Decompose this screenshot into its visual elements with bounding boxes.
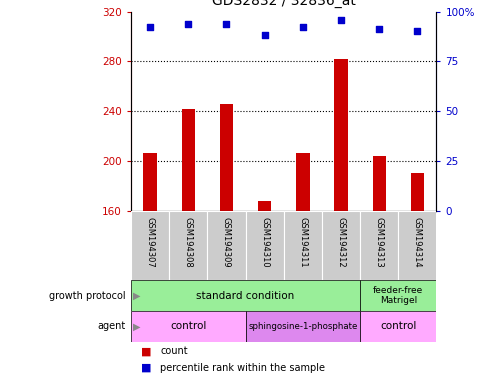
Point — [375, 26, 382, 33]
Text: ▶: ▶ — [133, 291, 140, 301]
Point — [298, 25, 306, 31]
Text: count: count — [160, 346, 187, 356]
Point — [222, 20, 230, 26]
Text: GSM194314: GSM194314 — [412, 217, 421, 267]
Bar — [397, 211, 436, 280]
Text: percentile rank within the sample: percentile rank within the sample — [160, 362, 324, 373]
Bar — [359, 311, 436, 342]
Text: growth protocol: growth protocol — [49, 291, 126, 301]
Bar — [207, 211, 245, 280]
Bar — [131, 211, 169, 280]
Text: agent: agent — [98, 321, 126, 331]
Bar — [257, 201, 271, 211]
Bar — [321, 211, 359, 280]
Point — [184, 20, 192, 26]
Text: standard condition: standard condition — [196, 291, 294, 301]
Bar — [131, 280, 359, 311]
Text: GSM194309: GSM194309 — [222, 217, 230, 267]
Bar — [131, 311, 245, 342]
Bar — [333, 59, 347, 211]
Bar — [169, 211, 207, 280]
Title: GDS2832 / 32836_at: GDS2832 / 32836_at — [212, 0, 355, 8]
Text: ■: ■ — [140, 346, 151, 356]
Bar — [181, 109, 195, 211]
Point — [413, 28, 421, 35]
Bar — [245, 211, 283, 280]
Text: GSM194307: GSM194307 — [145, 217, 154, 268]
Text: feeder-free
Matrigel: feeder-free Matrigel — [372, 286, 423, 305]
Bar — [245, 311, 359, 342]
Bar — [296, 152, 309, 211]
Text: GSM194312: GSM194312 — [336, 217, 345, 267]
Text: GSM194308: GSM194308 — [183, 217, 192, 268]
Point — [146, 25, 153, 31]
Text: control: control — [379, 321, 416, 331]
Bar — [410, 172, 423, 211]
Bar — [283, 211, 321, 280]
Text: sphingosine-1-phosphate: sphingosine-1-phosphate — [248, 322, 357, 331]
Text: ■: ■ — [140, 362, 151, 373]
Text: GSM194311: GSM194311 — [298, 217, 307, 267]
Bar — [359, 280, 436, 311]
Text: ▶: ▶ — [133, 321, 140, 331]
Bar — [219, 104, 233, 211]
Bar — [143, 152, 156, 211]
Point — [336, 17, 344, 23]
Text: GSM194310: GSM194310 — [259, 217, 269, 267]
Text: GSM194313: GSM194313 — [374, 217, 383, 268]
Bar — [372, 156, 385, 211]
Point — [260, 32, 268, 38]
Bar — [359, 211, 397, 280]
Text: control: control — [170, 321, 206, 331]
